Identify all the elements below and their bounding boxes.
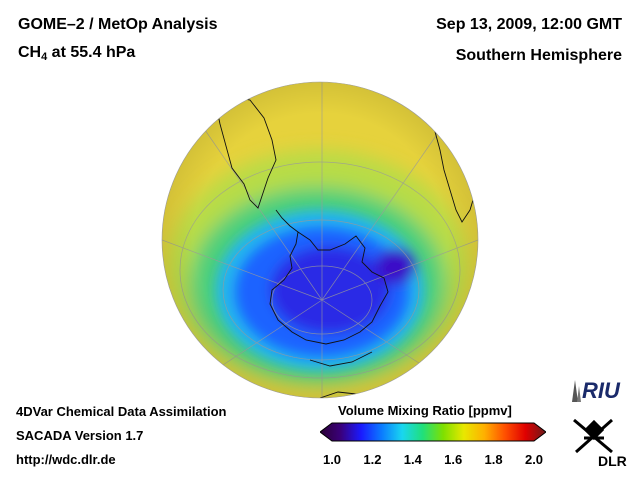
colorbar-title: Volume Mixing Ratio [ppmv] <box>338 403 512 418</box>
analysis-date: Sep 13, 2009, 12:00 GMT <box>436 16 622 33</box>
region-label: Southern Hemisphere <box>455 47 622 64</box>
dlr-logo-text: DLR <box>598 453 627 469</box>
colorbar <box>320 422 546 442</box>
species-name: CH <box>18 44 42 61</box>
riu-logo-text: RIU <box>582 378 621 403</box>
riu-logo: RIU <box>572 378 621 403</box>
species-subscript: 4 <box>41 51 48 63</box>
footer-method: 4DVar Chemical Data Assimilation <box>16 404 227 419</box>
colorbar-gradient <box>320 422 546 442</box>
globe-outline <box>161 81 479 399</box>
colorbar-tick-label: 1.2 <box>363 452 382 467</box>
map-subtitle: CH4 at 55.4 hPa <box>18 44 135 63</box>
colorbar-tick-label: 1.4 <box>403 452 422 467</box>
globe-map <box>161 81 479 399</box>
colorbar-tick-label: 1.6 <box>444 452 463 467</box>
colorbar-tick-label: 1.8 <box>484 452 503 467</box>
colorbar-tick-label: 1.0 <box>322 452 342 467</box>
footer-version: SACADA Version 1.7 <box>16 428 144 443</box>
dlr-emblem-icon <box>573 418 613 454</box>
map-title: GOME–2 / MetOp Analysis <box>18 16 218 33</box>
pressure-level: at 55.4 hPa <box>47 44 136 61</box>
footer-url[interactable]: http://wdc.dlr.de <box>16 452 116 467</box>
colorbar-tick-label: 2.0 <box>524 452 544 467</box>
dlr-logo: DLR <box>573 418 627 469</box>
